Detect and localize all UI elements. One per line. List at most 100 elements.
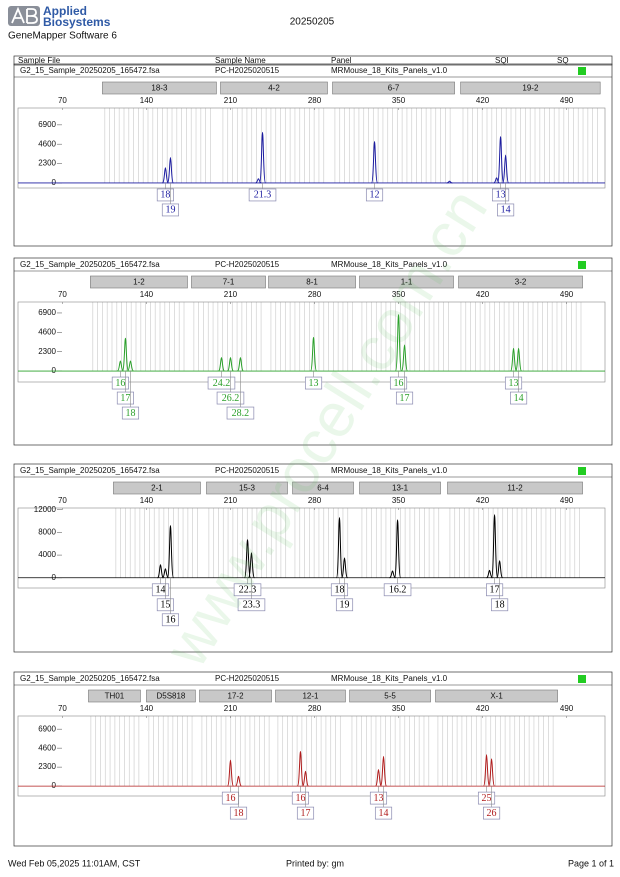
footer-page: Page 1 of 1 — [568, 858, 614, 868]
panel-name: MRMouse_18_Kits_Panels_v1.0 — [331, 466, 448, 475]
peak — [247, 552, 255, 579]
y-tick-label: 12000 — [34, 505, 57, 514]
allele-box — [111, 376, 129, 390]
marker-name: 4-2 — [268, 84, 280, 93]
x-tick-label: 420 — [476, 496, 490, 505]
peak — [371, 141, 379, 184]
footer-date: Wed Feb 05,2025 11:01AM, CST — [8, 858, 141, 868]
marker-bar — [332, 81, 455, 95]
marker-name: 6-7 — [388, 84, 400, 93]
x-tick-label: 70 — [58, 290, 67, 299]
column-header — [13, 55, 613, 66]
marker-name: 3-2 — [515, 278, 527, 287]
panel-frame — [13, 671, 613, 847]
logo-glyph — [11, 6, 38, 24]
allele-label: 14 — [514, 393, 524, 404]
marker-bar — [460, 81, 601, 95]
allele-label: 13 — [509, 378, 519, 389]
allele-box — [233, 583, 262, 597]
software: GeneMapper Software 6 — [8, 31, 117, 42]
allele-label: 23.3 — [243, 600, 261, 611]
allele-box — [156, 188, 174, 202]
peak — [488, 758, 496, 787]
allele-box — [161, 203, 180, 217]
peak — [236, 357, 244, 372]
allele-label: 16 — [295, 793, 305, 804]
allele-label: 24.2 — [213, 378, 231, 389]
marker-bar — [220, 81, 328, 95]
allele-label: 18 — [495, 600, 505, 611]
peak — [395, 314, 403, 372]
column-title: SQ — [557, 56, 569, 65]
allele-label: 17 — [300, 808, 310, 819]
y-tick-label: 4600 — [38, 743, 56, 752]
panel-frame — [13, 257, 613, 446]
watermark: www.procell.com.cn — [152, 177, 501, 679]
marker-name: X-1 — [490, 692, 503, 701]
y-tick-label: 6900 — [38, 308, 56, 317]
peak — [491, 514, 499, 579]
allele-box — [216, 391, 245, 405]
x-tick-label: 140 — [140, 704, 154, 713]
peak — [226, 759, 234, 787]
sample-file: G2_15_Sample_20250205_165472.fsa — [20, 674, 160, 683]
x-tick-label: 70 — [58, 704, 67, 713]
peak — [166, 157, 174, 184]
allele-box — [510, 391, 528, 405]
column-title: SQI — [495, 56, 509, 65]
allele-box — [492, 188, 510, 202]
allele-box — [395, 391, 414, 405]
peak — [335, 517, 343, 579]
marker-bar — [206, 481, 288, 495]
allele-label: 17 — [120, 393, 130, 404]
peak — [486, 569, 493, 579]
marker-bar — [359, 481, 441, 495]
peak — [302, 770, 309, 787]
sq-flag — [578, 67, 586, 75]
marker-bar — [359, 275, 454, 289]
peak — [235, 775, 242, 787]
peak — [217, 357, 225, 372]
peak — [496, 560, 504, 579]
marker-name: 7-1 — [223, 278, 235, 287]
allele-label: 17 — [400, 393, 410, 404]
x-tick-label: 490 — [560, 496, 574, 505]
y-tick-label: 4600 — [38, 327, 56, 336]
peak — [117, 360, 124, 372]
allele-box — [116, 391, 134, 405]
footer-user: Printed by: gm — [286, 858, 344, 868]
peak — [502, 154, 510, 184]
peak — [166, 525, 174, 579]
allele-label: 16 — [165, 615, 175, 626]
allele-box — [491, 598, 509, 612]
allele-box — [121, 406, 140, 420]
panel-name: MRMouse_18_Kits_Panels_v1.0 — [331, 260, 448, 269]
plot-frame — [17, 301, 606, 383]
allele-box — [335, 598, 354, 612]
x-tick-label: 420 — [476, 96, 490, 105]
y-tick-label: 6900 — [38, 120, 56, 129]
marker-bar — [102, 81, 217, 95]
x-tick-label: 210 — [224, 290, 238, 299]
allele-label: 12 — [370, 190, 380, 201]
allele-label: 18 — [334, 585, 344, 596]
allele-box — [229, 806, 248, 820]
marker-bar — [268, 275, 356, 289]
peak — [401, 344, 409, 372]
marker-name: 11-2 — [507, 484, 523, 493]
allele-label: 18 — [160, 190, 170, 201]
allele-label: 28.2 — [232, 408, 250, 419]
y-tick-label: 8000 — [38, 528, 56, 537]
sample-file: G2_15_Sample_20250205_165472.fsa — [20, 66, 160, 75]
allele-label: 14 — [379, 808, 389, 819]
x-tick-label: 350 — [392, 496, 406, 505]
marker-bar — [349, 689, 431, 703]
marker-bar — [275, 689, 346, 703]
sample-file: G2_15_Sample_20250205_165472.fsa — [20, 466, 160, 475]
allele-label: 16 — [115, 378, 125, 389]
allele-box — [374, 806, 393, 820]
marker-name: 6-4 — [317, 484, 329, 493]
allele-box — [483, 806, 501, 820]
allele-label: 16.2 — [389, 585, 407, 596]
